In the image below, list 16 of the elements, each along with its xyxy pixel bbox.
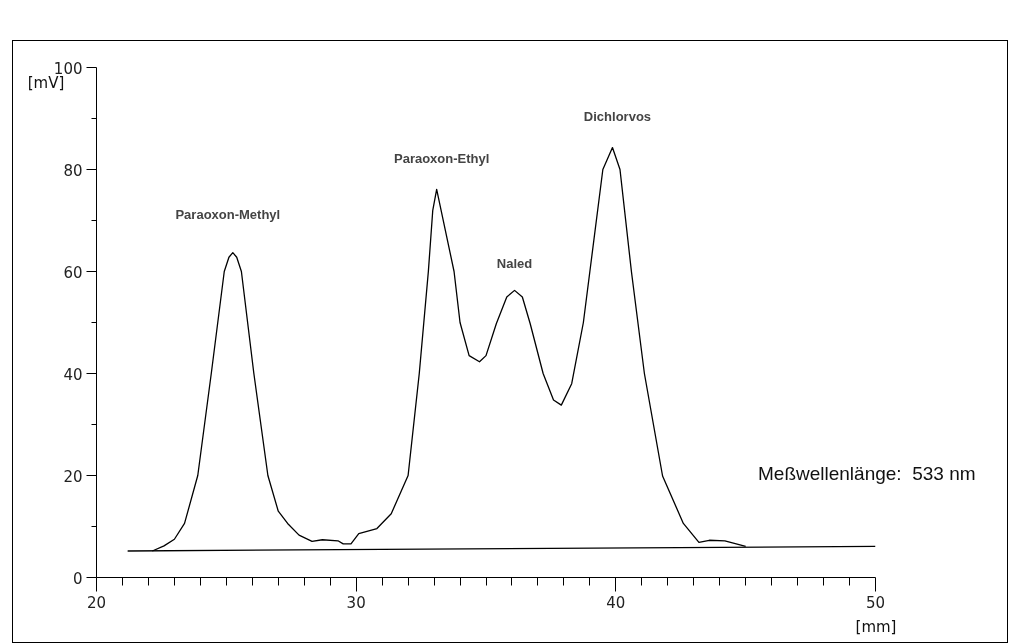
annotation: Paraoxon-Methyl [175,206,281,222]
x-tick-label: 40 [606,593,626,612]
x-tick-label: 50 [865,593,886,612]
y-tick-label: 60 [63,263,83,282]
y-tick-label: 80 [63,161,83,180]
x-tick-label: 30 [346,593,366,612]
annotation: Dichlorvos [583,108,652,124]
annotation: Paraoxon-Ethyl [393,151,490,167]
x-tick-label: 20 [86,593,107,612]
y-tick-label: 20 [63,467,83,486]
annotation: Meßwellenlänge: 533 nm [758,463,976,485]
x-axis-title: [mm] [855,618,897,636]
y-tick-label: 0 [72,569,83,588]
y-tick-label: 40 [63,365,83,384]
y-axis-title: [mV] [27,74,65,92]
annotation: Naled [496,256,533,272]
